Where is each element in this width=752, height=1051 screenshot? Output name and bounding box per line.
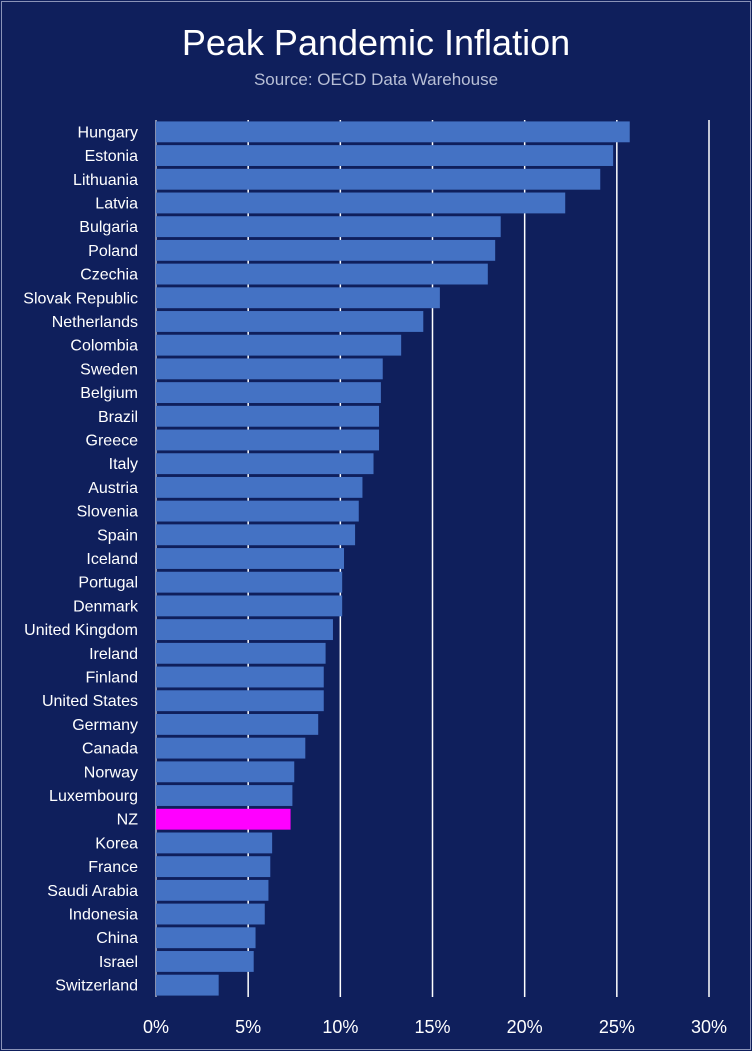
bar	[156, 263, 488, 285]
category-label: Canada	[82, 741, 138, 758]
x-tick-label: 20%	[507, 1017, 543, 1037]
category-labels: Hungary Estonia Lithuania Latvia Bulgaria Pol…	[23, 124, 139, 994]
bar	[156, 453, 374, 475]
category-label: Netherlands	[52, 314, 138, 331]
bar	[156, 239, 496, 261]
bar	[156, 785, 293, 806]
bar	[156, 832, 273, 854]
x-tick-label: 10%	[322, 1017, 358, 1037]
category-label: Korea	[95, 835, 138, 852]
bar	[156, 121, 630, 143]
bar	[156, 145, 614, 166]
category-label: Lithuania	[73, 172, 138, 189]
bar	[156, 642, 326, 664]
x-tick-label: 15%	[414, 1017, 450, 1037]
bar	[156, 761, 295, 783]
category-label: United Kingdom	[24, 622, 138, 639]
category-label: Indonesia	[69, 907, 138, 924]
bar	[156, 382, 381, 404]
category-label: Israel	[99, 954, 138, 971]
bar	[156, 500, 359, 522]
bar	[156, 951, 254, 972]
category-label: Italy	[109, 456, 138, 473]
category-label: Poland	[88, 243, 138, 260]
x-tick-labels: 0% 5% 10% 15% 20% 25% 30%	[143, 1017, 727, 1037]
bar	[156, 405, 380, 427]
category-label: Iceland	[86, 551, 138, 568]
category-label: France	[88, 859, 138, 876]
x-tick-label: 25%	[599, 1017, 635, 1037]
category-label: Latvia	[95, 195, 138, 212]
bar	[156, 476, 363, 498]
category-label: Denmark	[73, 598, 139, 615]
category-label: Estonia	[85, 148, 138, 165]
bar	[156, 192, 566, 214]
category-label: United States	[42, 693, 138, 710]
bar	[156, 311, 424, 332]
category-label: NZ	[117, 812, 139, 829]
x-tick-label: 5%	[235, 1017, 261, 1037]
bar	[156, 334, 402, 356]
bar	[156, 903, 265, 925]
bar	[156, 856, 271, 878]
bar	[156, 595, 343, 617]
bar	[156, 619, 333, 641]
bars	[156, 121, 630, 996]
bar	[156, 524, 356, 546]
category-label: Sweden	[80, 361, 138, 378]
category-label: Spain	[97, 527, 138, 544]
bar	[156, 690, 324, 712]
bar	[156, 287, 440, 309]
bar	[156, 666, 324, 688]
bar	[156, 358, 383, 380]
bar	[156, 216, 501, 238]
category-label: Luxembourg	[49, 788, 138, 805]
chart-title: Peak Pandemic Inflation	[181, 22, 571, 63]
bar	[156, 927, 256, 949]
category-label: Czechia	[80, 267, 138, 284]
category-label: China	[96, 930, 138, 947]
category-label: Switzerland	[55, 978, 138, 995]
category-label: Slovenia	[77, 504, 138, 521]
bar	[156, 168, 601, 190]
category-label: Belgium	[80, 385, 138, 402]
x-tick-label: 0%	[143, 1017, 169, 1037]
bar	[156, 429, 380, 451]
category-label: Slovak Republic	[23, 290, 138, 307]
category-label: Colombia	[70, 338, 138, 355]
bar	[156, 974, 219, 996]
bar	[156, 571, 343, 593]
bar	[156, 713, 319, 735]
category-label: Portugal	[78, 575, 138, 592]
category-label: Saudi Arabia	[47, 883, 138, 900]
category-label: Austria	[88, 480, 138, 497]
category-label: Finland	[86, 670, 138, 687]
chart-subtitle: Source: OECD Data Warehouse	[253, 70, 499, 89]
bar	[156, 879, 269, 901]
bar	[156, 737, 306, 759]
bar	[156, 548, 345, 569]
bar	[156, 808, 291, 830]
category-label: Bulgaria	[79, 219, 138, 236]
category-label: Germany	[72, 717, 138, 734]
category-label: Hungary	[78, 124, 138, 141]
category-label: Norway	[84, 764, 138, 781]
category-label: Brazil	[98, 409, 138, 426]
category-label: Ireland	[89, 646, 138, 663]
category-label: Greece	[86, 432, 139, 449]
x-tick-label: 30%	[691, 1017, 727, 1037]
